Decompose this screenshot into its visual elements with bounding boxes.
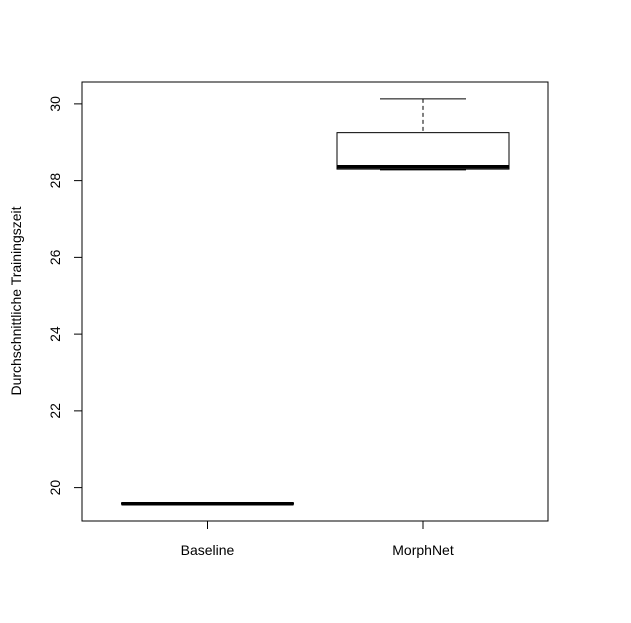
y-tick-label: 22 bbox=[47, 403, 63, 419]
y-tick-label: 26 bbox=[47, 249, 63, 265]
y-tick-label: 30 bbox=[47, 96, 63, 112]
box-baseline bbox=[121, 501, 294, 506]
box-morphnet bbox=[336, 98, 510, 171]
x-tick-label: Baseline bbox=[181, 542, 235, 558]
y-tick-label: 24 bbox=[47, 326, 63, 342]
y-tick-label: 20 bbox=[47, 480, 63, 496]
y-axis-label: Durchschnittliche Trainingszeit bbox=[8, 206, 24, 395]
y-axis: 20 22 24 26 28 30 bbox=[47, 96, 83, 496]
y-tick-label: 28 bbox=[47, 173, 63, 189]
x-tick-label: MorphNet bbox=[392, 542, 454, 558]
boxes bbox=[121, 98, 510, 506]
x-axis: Baseline MorphNet bbox=[181, 520, 454, 558]
box-iqr bbox=[336, 132, 510, 170]
